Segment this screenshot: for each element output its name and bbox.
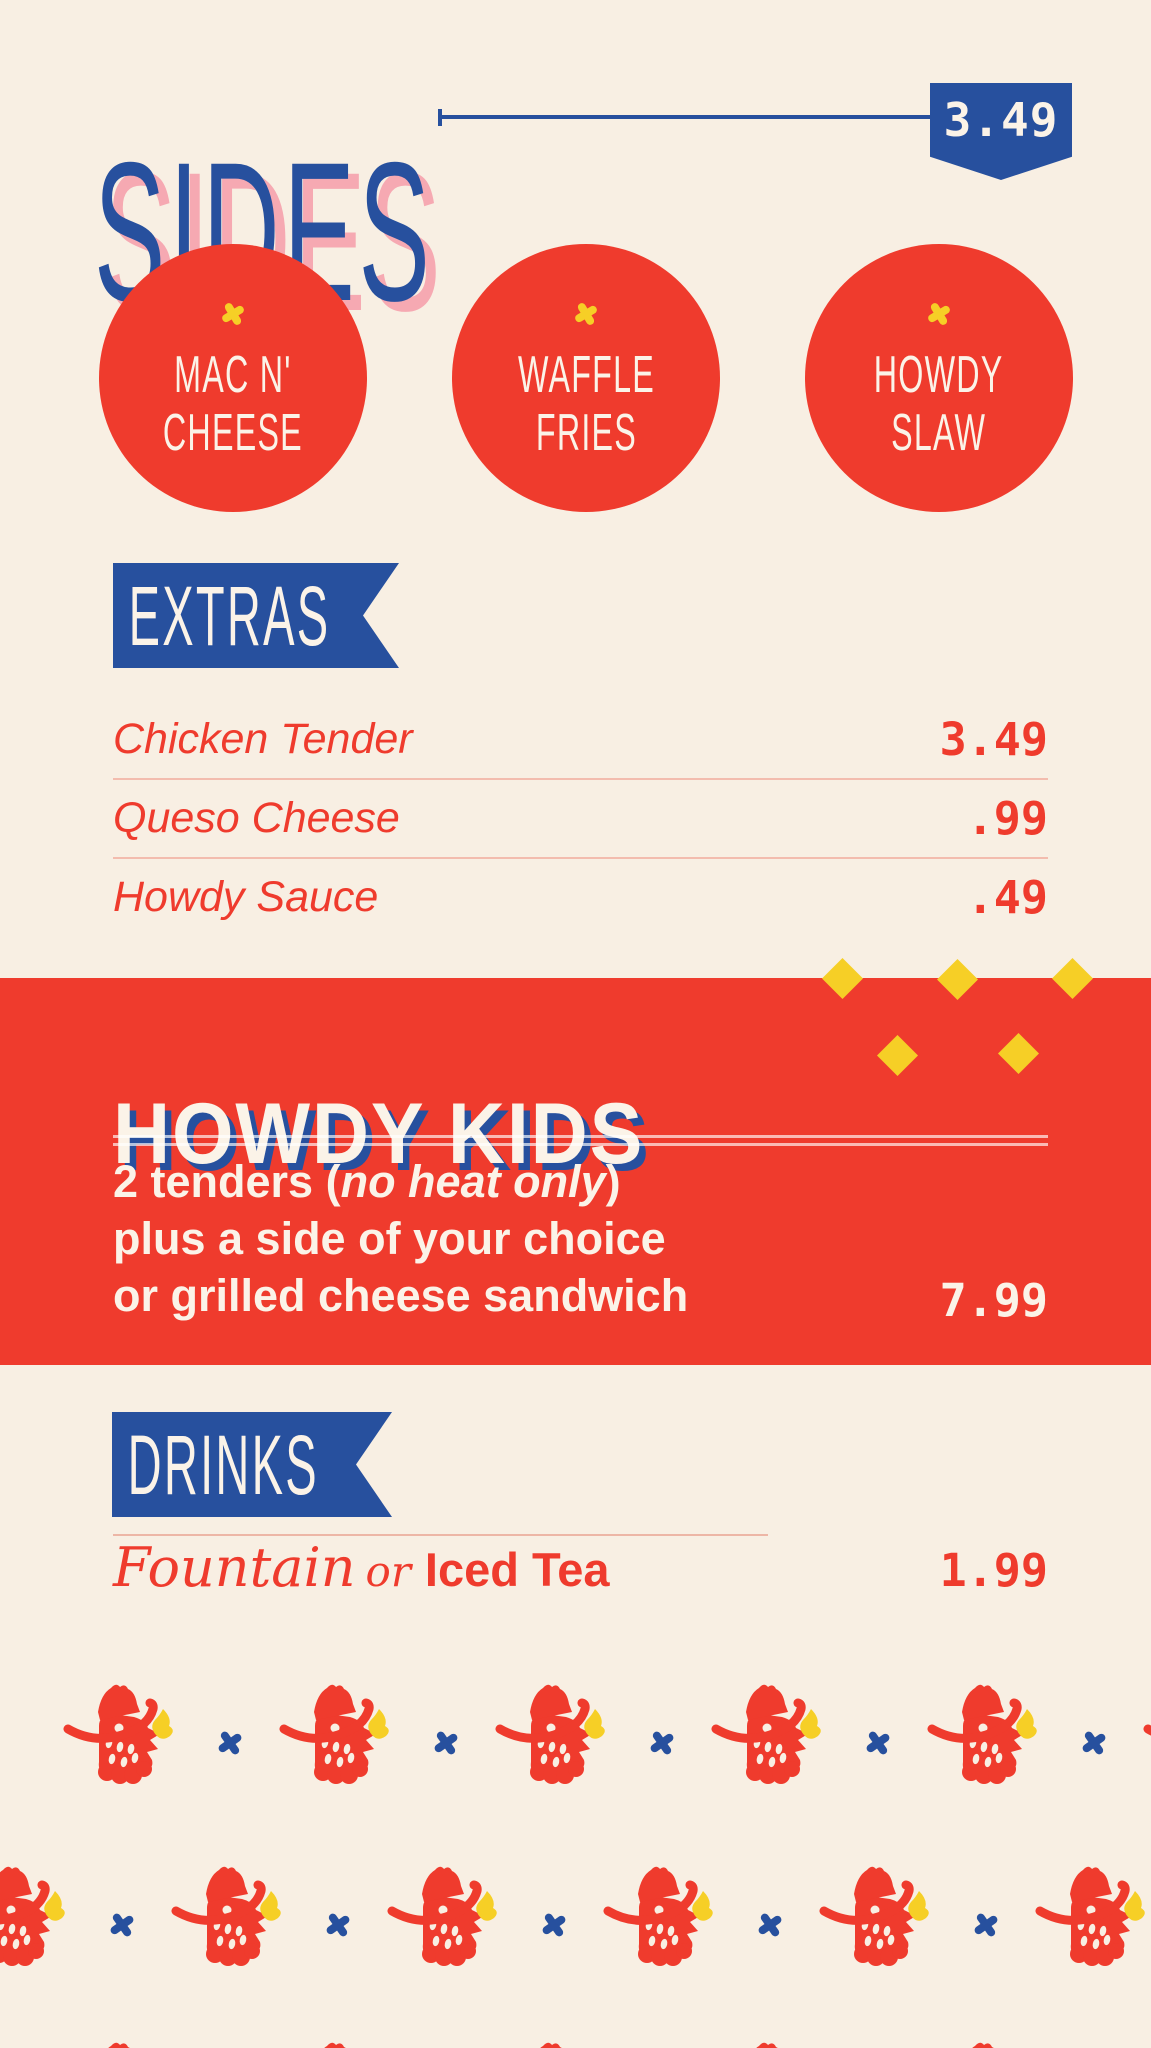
x-mark-icon — [863, 1728, 893, 1758]
description-line: or grilled cheese sandwich — [113, 1270, 689, 1321]
chicken-cowboy-icon — [170, 1864, 290, 1974]
leader-line-rule — [440, 115, 930, 119]
chicken-cowboy-icon — [0, 1864, 74, 1974]
side-circle-label: MAC N' CHEESE — [162, 346, 304, 463]
drinks-heading: DRINKS — [127, 1417, 319, 1512]
chicken-cowboy-icon — [278, 1682, 398, 1792]
chicken-cowboy-icon — [1142, 1682, 1151, 1792]
chicken-cowboy-icon — [278, 2040, 398, 2048]
howdy-kids-price: 7.99 — [939, 1274, 1048, 1327]
chicken-cowboy-icon — [1034, 1864, 1151, 1974]
item-price: 3.49 — [939, 713, 1048, 766]
chicken-cowboy-icon — [818, 1864, 938, 1974]
x-mark-icon — [107, 1910, 137, 1940]
extras-ribbon: EXTRAS — [113, 563, 399, 668]
drinks-divider — [113, 1534, 768, 1536]
description-line: 2 tenders (no heat only) — [113, 1156, 621, 1207]
x-mark-icon — [431, 1728, 461, 1758]
x-mark-icon — [971, 1910, 1001, 1940]
chicken-cowboy-icon — [926, 2040, 1046, 2048]
description-line: plus a side of your choice — [113, 1213, 666, 1264]
chicken-cowboy-icon — [494, 1682, 614, 1792]
side-circle-waffle-fries: WAFFLE FRIES — [452, 244, 720, 512]
leader-line — [438, 109, 930, 126]
chicken-cowboy-icon — [62, 2040, 182, 2048]
extras-list: Chicken Tender 3.49 Queso Cheese .99 How… — [113, 701, 1048, 936]
howdy-kids-heading: HOWDY KIDS — [113, 1086, 645, 1183]
item-name: Howdy Sauce — [113, 873, 379, 921]
double-rule — [113, 1135, 1048, 1146]
chicken-cowboy-icon — [494, 2040, 614, 2048]
drink-name: Iced Tea — [424, 1543, 610, 1596]
drink-name-script: Fountain — [113, 1536, 356, 1599]
x-mark-icon — [215, 1728, 245, 1758]
list-item: Fountain or Iced Tea 1.99 — [113, 1536, 1048, 1599]
chicken-cowboy-icon — [1142, 2040, 1151, 2048]
x-mark-icon — [755, 1910, 785, 1940]
cross-icon — [571, 299, 600, 328]
howdy-kids-description: 2 tenders (no heat only) plus a side of … — [113, 1153, 688, 1324]
chicken-cowboy-icon — [710, 1682, 830, 1792]
extras-heading: EXTRAS — [128, 568, 331, 663]
x-mark-icon — [1079, 1728, 1109, 1758]
list-item: Queso Cheese .99 — [113, 780, 1048, 859]
side-circle-label: WAFFLE FRIES — [517, 346, 655, 463]
side-circle-label: HOWDY SLAW — [874, 346, 1004, 463]
list-item: Howdy Sauce .49 — [113, 859, 1048, 936]
chicken-cowboy-icon — [386, 1864, 506, 1974]
chicken-cowboy-icon — [62, 1682, 182, 1792]
item-price: .99 — [966, 792, 1048, 845]
cross-icon — [924, 299, 953, 328]
item-name: Chicken Tender — [113, 715, 413, 763]
item-name: Queso Cheese — [113, 794, 400, 842]
x-mark-icon — [539, 1910, 569, 1940]
list-item: Chicken Tender 3.49 — [113, 701, 1048, 780]
howdy-kids-band: HOWDY KIDS 2 tenders (no heat only) plus… — [0, 978, 1151, 1365]
x-mark-icon — [323, 1910, 353, 1940]
price-badge-value: 3.49 — [943, 93, 1059, 147]
price-badge: 3.49 — [930, 83, 1072, 180]
item-price: 1.99 — [939, 1544, 1048, 1597]
side-circle-mac-n-cheese: MAC N' CHEESE — [99, 244, 367, 512]
x-mark-icon — [647, 1728, 677, 1758]
item-price: .49 — [966, 871, 1048, 924]
drinks-ribbon: DRINKS — [112, 1412, 392, 1517]
side-circle-howdy-slaw: HOWDY SLAW — [805, 244, 1073, 512]
chicken-cowboy-icon — [926, 1682, 1046, 1792]
drink-conjunction: or — [365, 1547, 411, 1596]
chicken-cowboy-icon — [602, 1864, 722, 1974]
chicken-cowboy-icon — [710, 2040, 830, 2048]
cross-icon — [218, 299, 247, 328]
